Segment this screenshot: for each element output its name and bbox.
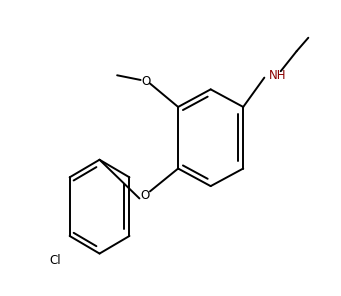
- Text: O: O: [141, 75, 150, 88]
- Text: Cl: Cl: [50, 253, 61, 266]
- Text: O: O: [140, 189, 149, 202]
- Text: NH: NH: [269, 69, 286, 82]
